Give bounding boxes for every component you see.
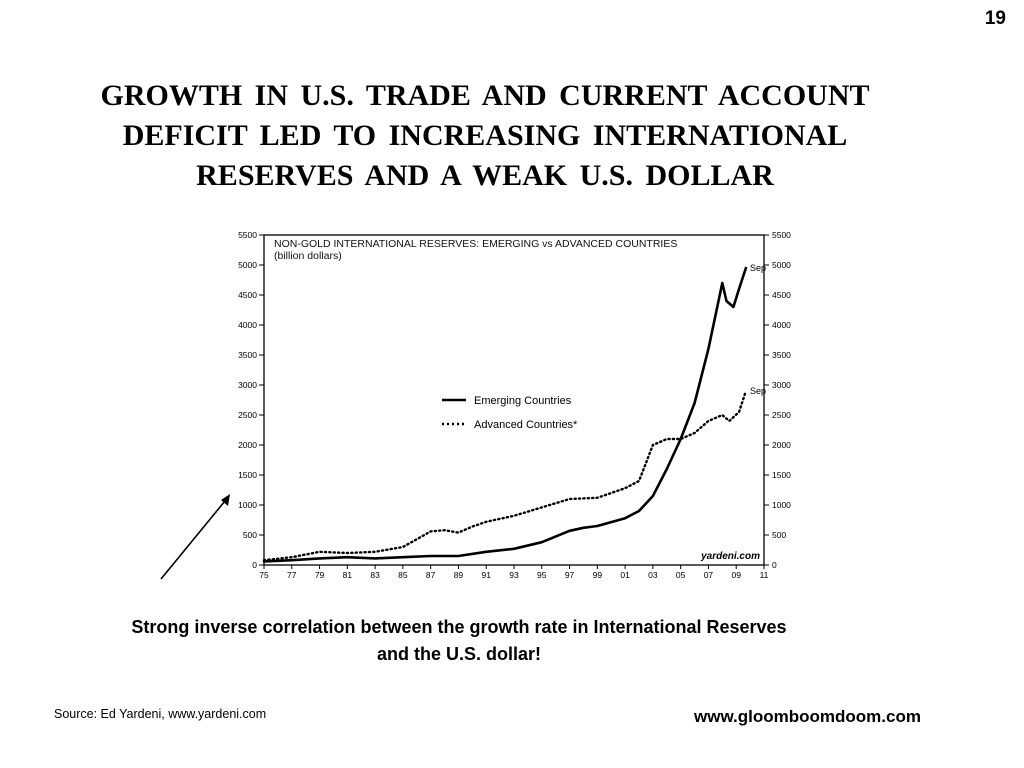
y-tick-label-right: 5500 bbox=[772, 230, 791, 240]
x-tick-label: 07 bbox=[704, 570, 714, 580]
y-tick-label-left: 4500 bbox=[238, 290, 257, 300]
series: Sep Sep bbox=[262, 263, 766, 563]
slide-title-line-3: RESERVES AND A WEAK U.S. DOLLAR bbox=[196, 159, 774, 192]
y-tick-label-left: 2500 bbox=[238, 410, 257, 420]
x-tick-label: 11 bbox=[760, 570, 769, 580]
y-tick-label-right: 2500 bbox=[772, 410, 791, 420]
x-tick-label: 91 bbox=[481, 570, 491, 580]
page-number: 19 bbox=[984, 8, 1006, 29]
y-tick-label-left: 3500 bbox=[238, 350, 257, 360]
axes: 0 0 500 500 1000 1000 1500 1500 2000 2000 2500 2500… bbox=[238, 230, 791, 580]
x-tick-label: 01 bbox=[620, 570, 630, 580]
x-tick-label: 95 bbox=[537, 570, 547, 580]
x-tick-label: 05 bbox=[676, 570, 686, 580]
emerging-countries-line bbox=[262, 266, 748, 563]
chart-title: NON-GOLD INTERNATIONAL RESERVES: EMERGIN… bbox=[274, 238, 677, 250]
slide-title-line-1: GROWTH IN U.S. TRADE AND CURRENT ACCOUNT bbox=[100, 79, 870, 112]
x-tick-label: 75 bbox=[259, 570, 269, 580]
y-tick-label-left: 5500 bbox=[238, 230, 257, 240]
chart-credit: yardeni.com bbox=[700, 551, 760, 562]
y-tick-label-left: 1500 bbox=[238, 470, 257, 480]
x-tick-label: 87 bbox=[426, 570, 436, 580]
y-tick-label-right: 1000 bbox=[772, 500, 791, 510]
x-tick-label: 93 bbox=[509, 570, 519, 580]
legend-label-emerging: Emerging Countries bbox=[474, 395, 572, 407]
caption-line-2: and the U.S. dollar! bbox=[376, 644, 541, 664]
slide-title: GROWTH IN U.S. TRADE AND CURRENT ACCOUNT… bbox=[0, 76, 970, 196]
x-tick-label: 85 bbox=[398, 570, 408, 580]
x-tick-label: 97 bbox=[565, 570, 575, 580]
emerging-end-label: Sep bbox=[750, 263, 766, 273]
y-tick-label-right: 500 bbox=[772, 530, 786, 540]
x-tick-label: 77 bbox=[287, 570, 297, 580]
x-tick-label: 99 bbox=[593, 570, 603, 580]
source-note: Source: Ed Yardeni, www.yardeni.com bbox=[54, 707, 267, 721]
legend-label-advanced: Advanced Countries* bbox=[474, 419, 578, 431]
y-tick-label-right: 3000 bbox=[772, 380, 791, 390]
x-tick-label: 89 bbox=[454, 570, 464, 580]
y-tick-label-left: 0 bbox=[252, 560, 257, 570]
y-tick-label-left: 500 bbox=[243, 530, 257, 540]
advanced-countries-line bbox=[262, 389, 748, 562]
x-tick-label: 83 bbox=[370, 570, 380, 580]
y-tick-label-left: 5000 bbox=[238, 260, 257, 270]
y-tick-label-left: 3000 bbox=[238, 380, 257, 390]
y-tick-label-left: 2000 bbox=[238, 440, 257, 450]
reserves-line-chart: 0 0 500 500 1000 1000 1500 1500 2000 2000 2500 2500… bbox=[238, 230, 791, 580]
slide-title-line-2: DEFICIT LED TO INCREASING INTERNATIONAL bbox=[122, 119, 848, 152]
y-tick-label-right: 5000 bbox=[772, 260, 791, 270]
caption-line-1: Strong inverse correlation between the g… bbox=[131, 617, 787, 637]
advanced-end-label: Sep bbox=[750, 386, 766, 396]
x-tick-label: 79 bbox=[315, 570, 325, 580]
chart-legend: Emerging Countries Advanced Countries* bbox=[442, 395, 578, 431]
x-tick-label: 03 bbox=[648, 570, 658, 580]
x-tick-label: 81 bbox=[343, 570, 353, 580]
y-tick-label-right: 4000 bbox=[772, 320, 791, 330]
y-tick-label-left: 4000 bbox=[238, 320, 257, 330]
pointer-arrow bbox=[160, 494, 230, 580]
chart-subtitle: (billion dollars) bbox=[274, 250, 342, 262]
y-tick-label-right: 2000 bbox=[772, 440, 791, 450]
y-tick-label-right: 4500 bbox=[772, 290, 791, 300]
y-tick-label-right: 0 bbox=[772, 560, 777, 570]
website-link[interactable]: www.gloomboomdoom.com bbox=[694, 707, 921, 726]
y-tick-label-right: 3500 bbox=[772, 350, 791, 360]
y-tick-label-left: 1000 bbox=[238, 500, 257, 510]
caption: Strong inverse correlation between the g… bbox=[0, 614, 918, 668]
x-tick-label: 09 bbox=[731, 570, 741, 580]
y-tick-label-right: 1500 bbox=[772, 470, 791, 480]
